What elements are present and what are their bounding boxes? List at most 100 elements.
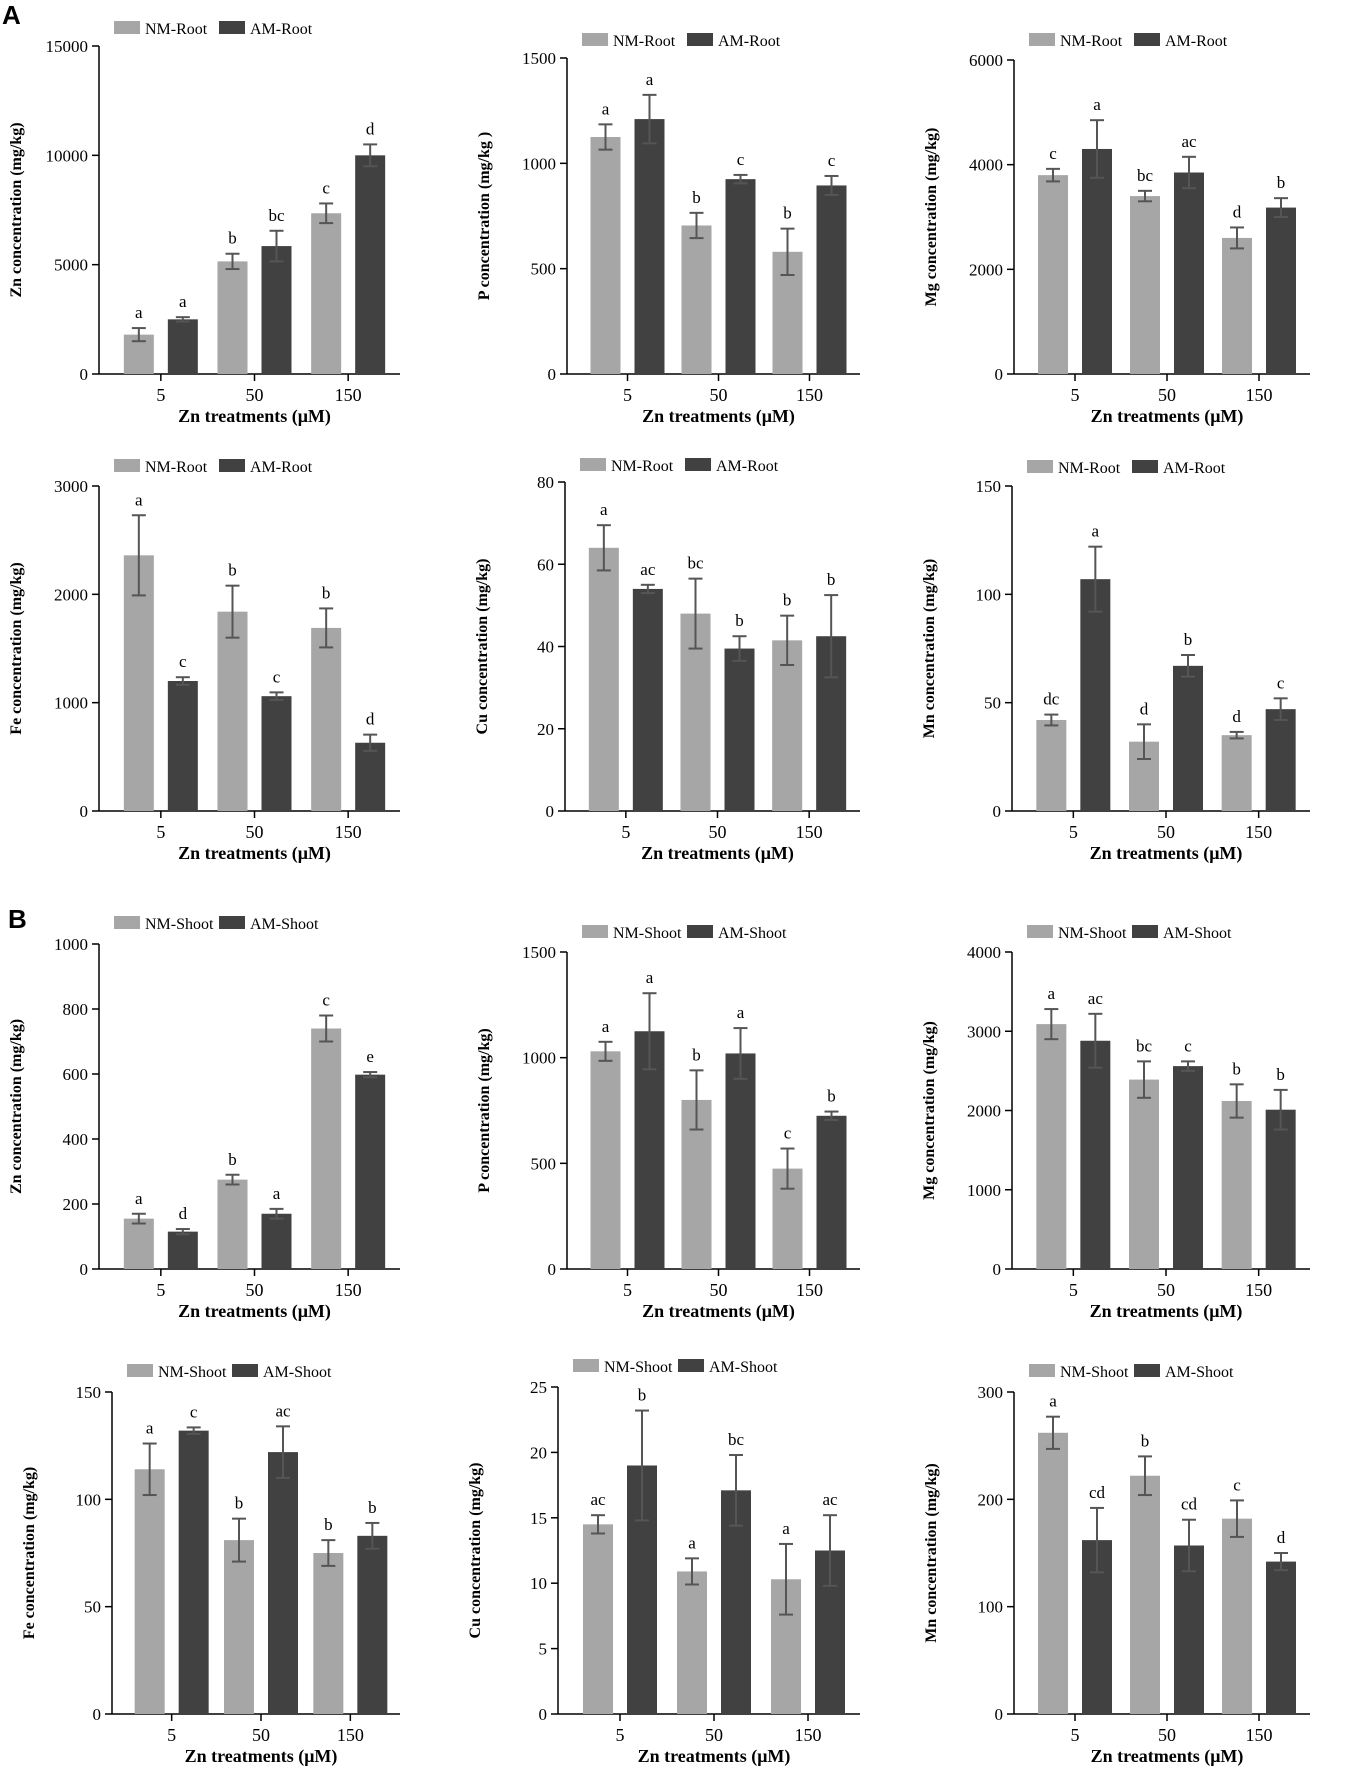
legend-swatch-nm-root bbox=[114, 21, 140, 34]
significance-letter: a bbox=[782, 1519, 790, 1538]
significance-letter: c bbox=[828, 151, 836, 170]
legend-label: AM-Root bbox=[718, 33, 781, 50]
legend-label: AM-Shoot bbox=[709, 1359, 778, 1376]
significance-letter: a bbox=[1092, 522, 1100, 541]
x-axis-title: Zn treatments (μM) bbox=[178, 1301, 331, 1322]
bar-am-shoot bbox=[355, 1074, 386, 1269]
bar-am-shoot bbox=[167, 1231, 198, 1269]
x-tick-label: 150 bbox=[1245, 1280, 1272, 1300]
panel-label-a: A bbox=[2, 0, 21, 30]
y-tick-label: 5000 bbox=[54, 256, 88, 275]
y-axis-title: Mg concentration (mg/kg) bbox=[921, 1021, 938, 1200]
x-tick-label: 50 bbox=[252, 1725, 270, 1745]
significance-letter: c bbox=[784, 1124, 792, 1143]
y-tick-label: 15000 bbox=[46, 37, 89, 56]
x-tick-label: 150 bbox=[1246, 385, 1273, 405]
bar-nm-shoot bbox=[313, 1553, 344, 1714]
y-tick-label: 0 bbox=[548, 365, 557, 384]
x-tick-label: 50 bbox=[710, 385, 728, 405]
legend-swatch-nm-shoot bbox=[127, 1364, 153, 1377]
legend-swatch-am-shoot bbox=[678, 1359, 704, 1372]
legend-label: NM-Shoot bbox=[158, 1364, 227, 1381]
bar-am-root bbox=[261, 246, 292, 374]
chart-fe-shoot: 0 50 100 150 5 50 150 a b b c ac b NM-Shoot AM-Shoot Zn… bbox=[21, 1364, 400, 1767]
bar-am-root bbox=[355, 742, 386, 811]
significance-letter: b bbox=[638, 1386, 647, 1405]
y-tick-label: 3000 bbox=[54, 477, 88, 496]
bar-am-shoot bbox=[634, 1031, 665, 1269]
y-tick-label: 100 bbox=[976, 585, 1002, 604]
significance-letter: c bbox=[1184, 1036, 1192, 1055]
bar-am-root bbox=[1173, 665, 1203, 811]
bar-nm-root bbox=[1222, 237, 1252, 374]
bar-nm-shoot bbox=[590, 1051, 621, 1269]
bar-nm-shoot bbox=[1130, 1475, 1160, 1714]
x-axis-title: Zn treatments (μM) bbox=[642, 406, 795, 427]
x-tick-label: 50 bbox=[710, 1280, 728, 1300]
legend-label: AM-Shoot bbox=[250, 916, 319, 933]
y-tick-label: 2000 bbox=[967, 1102, 1001, 1121]
y-axis-title: P concentration (mg/kg ) bbox=[476, 132, 493, 300]
y-axis-title: Fe concentration (mg/kg) bbox=[8, 562, 25, 734]
x-axis-title: Zn treatments (μM) bbox=[642, 1301, 795, 1322]
significance-letter: b bbox=[322, 583, 331, 602]
y-axis-title: Zn concentration (mg/kg) bbox=[8, 1019, 25, 1194]
bar-nm-root bbox=[1036, 720, 1067, 811]
significance-letter: ac bbox=[1181, 132, 1197, 151]
bar-am-shoot bbox=[721, 1490, 751, 1714]
y-tick-label: 0 bbox=[93, 1705, 102, 1724]
x-tick-label: 50 bbox=[1158, 385, 1176, 405]
x-tick-label: 150 bbox=[796, 822, 823, 842]
legend-label: NM-Shoot bbox=[145, 916, 214, 933]
chart-fe-root: 0 1000 2000 3000 5 50 150 a b b c c d NM-Root AM-Root Z… bbox=[8, 459, 400, 864]
chart-mg-root: 0 2000 4000 6000 5 50 150 c bc d a ac b NM-Root AM-Roo… bbox=[923, 33, 1310, 427]
bar-nm-root bbox=[1130, 196, 1160, 374]
legend-label: NM-Shoot bbox=[613, 925, 682, 942]
x-axis-title: Zn treatments (μM) bbox=[1090, 1301, 1243, 1322]
significance-letter: d bbox=[1233, 202, 1242, 221]
x-tick-label: 150 bbox=[337, 1725, 364, 1745]
x-axis-title: Zn treatments (μM) bbox=[1090, 843, 1243, 864]
legend-swatch-nm-root bbox=[1027, 460, 1053, 473]
x-axis-title: Zn treatments (μM) bbox=[641, 843, 794, 864]
significance-letter: ac bbox=[275, 1401, 291, 1420]
bar-nm-shoot bbox=[1038, 1432, 1068, 1714]
y-tick-label: 60 bbox=[537, 555, 554, 574]
y-axis-title: Cu concentration (mg/kg) bbox=[467, 1463, 484, 1639]
legend-swatch-nm-root bbox=[114, 459, 140, 472]
significance-letter: dc bbox=[1043, 690, 1060, 709]
chart-p-root: 0 500 1000 1500 5 50 150 a b b a c c NM-Root AM-Root Zn… bbox=[476, 33, 860, 427]
y-tick-label: 0 bbox=[539, 1705, 548, 1724]
x-tick-label: 150 bbox=[1246, 1725, 1273, 1745]
chart-mn-root: 0 50 100 150 5 50 150 dc d d a b c NM-Root AM-Root Zn t… bbox=[921, 460, 1310, 864]
legend-swatch-nm-root bbox=[582, 33, 608, 46]
significance-letter: a bbox=[135, 303, 143, 322]
y-tick-label: 40 bbox=[537, 638, 554, 657]
legend-swatch-nm-shoot bbox=[582, 925, 608, 938]
significance-letter: b bbox=[1184, 630, 1193, 649]
y-tick-label: 1000 bbox=[522, 1049, 556, 1068]
bar-am-root bbox=[816, 185, 847, 374]
y-tick-label: 200 bbox=[978, 1490, 1004, 1509]
significance-letter: bc bbox=[728, 1430, 745, 1449]
x-tick-label: 50 bbox=[246, 822, 264, 842]
chart-mn-shoot: 0 100 200 300 5 50 150 a b c cd cd d NM-Shoot AM-Shoot… bbox=[923, 1364, 1310, 1767]
bar-nm-shoot bbox=[217, 1179, 248, 1269]
bar-nm-root bbox=[217, 611, 248, 811]
bar-am-shoot bbox=[1266, 1561, 1296, 1714]
legend-swatch-nm-shoot bbox=[1029, 1364, 1055, 1377]
bar-am-shoot bbox=[1174, 1545, 1204, 1714]
significance-letter: b bbox=[783, 591, 792, 610]
significance-letter: b bbox=[692, 188, 701, 207]
legend-swatch-nm-root bbox=[580, 458, 606, 471]
significance-letter: d bbox=[1232, 707, 1241, 726]
legend-swatch-am-shoot bbox=[687, 925, 713, 938]
x-tick-label: 150 bbox=[795, 1725, 822, 1745]
bar-nm-shoot bbox=[583, 1524, 613, 1714]
significance-letter: ac bbox=[640, 560, 656, 579]
x-tick-label: 150 bbox=[796, 1280, 823, 1300]
significance-letter: a bbox=[1048, 984, 1056, 1003]
bar-nm-root bbox=[590, 137, 621, 374]
legend-label: NM-Root bbox=[1060, 33, 1123, 50]
bar-nm-root bbox=[311, 627, 342, 811]
